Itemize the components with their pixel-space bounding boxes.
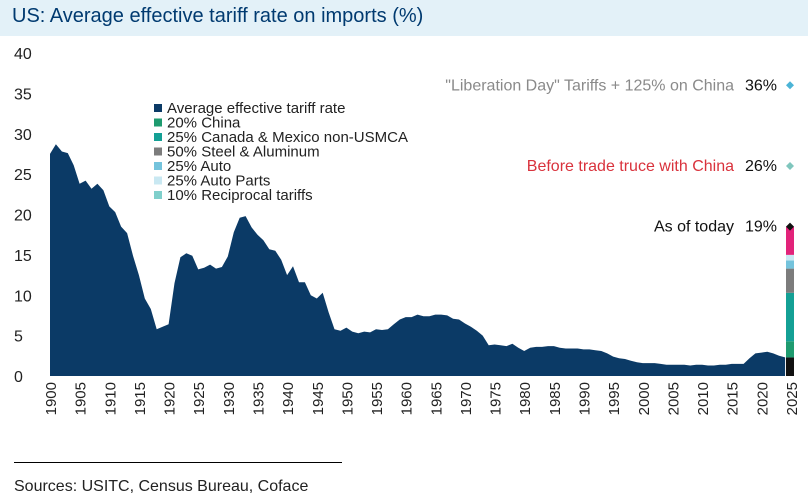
source-note: Sources: USITC, Census Bureau, Coface	[14, 478, 309, 495]
annotation-marker	[786, 162, 794, 171]
annotation-value: 19%	[745, 219, 777, 236]
legend-swatch	[154, 104, 162, 112]
legend-swatch	[154, 147, 162, 156]
x-tick-label: 1925	[191, 382, 208, 415]
x-tick-label: 1990	[577, 382, 594, 415]
y-tick-label: 25	[14, 167, 32, 184]
y-tick-label: 10	[14, 288, 32, 305]
x-tick-label: 2015	[725, 382, 742, 415]
x-tick-label: 1960	[399, 382, 416, 415]
legend-label: 50% Steel & Aluminum	[167, 144, 320, 161]
x-tick-label: 1970	[458, 382, 475, 415]
annotations: "Liberation Day" Tariffs + 125% on China…	[445, 77, 794, 236]
stack-2025-segment	[786, 341, 794, 358]
x-tick-label: 1975	[488, 382, 505, 415]
title-bar: US: Average effective tariff rate on imp…	[0, 0, 808, 36]
legend-label: 10% Reciprocal tariffs	[167, 187, 313, 204]
tariff-area	[50, 144, 786, 376]
legend-label: 25% Auto Parts	[167, 173, 270, 190]
x-tick-label: 1945	[310, 382, 327, 415]
stack-2025-base	[786, 357, 794, 376]
y-tick-label: 0	[14, 369, 23, 386]
x-tick-label: 1900	[43, 382, 60, 415]
x-tick-label: 1930	[221, 382, 238, 415]
x-tick-label: 2025	[784, 382, 801, 415]
annotation-label: Before trade truce with China	[527, 158, 734, 175]
stack-2025-segment	[786, 268, 794, 293]
annotation-label: As of today	[654, 219, 734, 236]
x-tick-label: 1920	[162, 382, 179, 415]
annotation-value: 26%	[745, 158, 777, 175]
y-tick-label: 5	[14, 329, 23, 346]
x-tick-label: 1955	[369, 382, 386, 415]
legend-label: 25% Canada & Mexico non-USMCA	[167, 129, 408, 146]
stack-2025-segment	[786, 292, 794, 342]
y-tick-label: 30	[14, 127, 32, 144]
x-tick-label: 1935	[250, 382, 267, 415]
y-axis: 0 5 10 15 20 25 30 35 40	[14, 46, 32, 386]
x-tick-label: 2020	[754, 382, 771, 415]
x-tick-label: 1910	[102, 382, 119, 415]
y-tick-label: 20	[14, 208, 32, 225]
chart-title: US: Average effective tariff rate on imp…	[12, 5, 424, 27]
x-tick-label: 1995	[606, 382, 623, 415]
legend-label: Average effective tariff rate	[167, 100, 345, 117]
legend-swatch	[154, 133, 162, 141]
x-tick-label: 1950	[339, 382, 356, 415]
source-divider	[14, 462, 342, 463]
annotation-marker	[786, 222, 794, 231]
x-axis: 1900 1905 1910 1915 1920 1925 1930 1935 1940 1945…	[43, 382, 801, 415]
annotation-value: 36%	[745, 77, 777, 94]
stack-2025-segment	[786, 260, 794, 269]
x-tick-label: 1905	[73, 382, 90, 415]
y-tick-label: 35	[14, 86, 32, 103]
stack-2025-segment	[786, 254, 794, 261]
legend-swatch	[154, 162, 162, 170]
x-tick-label: 1965	[428, 382, 445, 415]
legend-swatch	[154, 191, 162, 199]
legend-swatch	[154, 176, 162, 185]
x-tick-label: 2005	[665, 382, 682, 415]
x-tick-label: 1980	[517, 382, 534, 415]
legend-label: 20% China	[167, 115, 241, 132]
annotation-marker	[786, 81, 794, 90]
x-tick-label: 2000	[636, 382, 653, 415]
y-tick-label: 15	[14, 248, 32, 265]
x-tick-label: 1915	[132, 382, 149, 415]
legend-label: 25% Auto	[167, 158, 231, 175]
x-tick-label: 1985	[547, 382, 564, 415]
plot-area	[50, 144, 794, 376]
stack-2025-segment	[786, 226, 794, 255]
x-tick-label: 1940	[280, 382, 297, 415]
legend-swatch	[154, 118, 162, 127]
x-tick-label: 2010	[695, 382, 712, 415]
annotation-label: "Liberation Day" Tariffs + 125% on China	[445, 77, 734, 94]
y-tick-label: 40	[14, 46, 32, 63]
